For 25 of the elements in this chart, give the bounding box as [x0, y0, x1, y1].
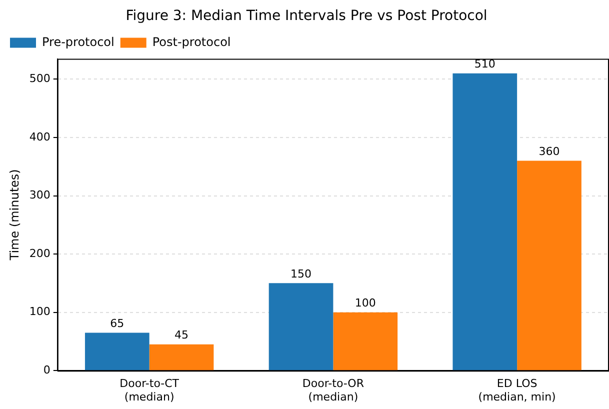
bar — [149, 344, 214, 370]
y-tick-label: 200 — [29, 246, 50, 260]
data-label: 360 — [538, 145, 560, 158]
y-tick-label: 300 — [29, 188, 50, 202]
bar — [84, 332, 150, 370]
bar — [452, 73, 518, 370]
legend-label: Post-protocol — [152, 34, 231, 49]
legend-label: Pre-protocol — [42, 34, 114, 49]
x-tick-label: ED LOS (median, min) — [478, 377, 556, 404]
data-label: 150 — [290, 268, 312, 281]
chart-title: Figure 3: Median Time Intervals Pre vs Post Protocol — [126, 8, 488, 24]
data-label: 100 — [354, 296, 376, 310]
data-label: 45 — [174, 328, 189, 342]
bar — [333, 312, 398, 370]
bar — [268, 283, 334, 370]
x-tick-label: Door-to-OR (median) — [302, 377, 364, 404]
y-tick-label: 400 — [29, 130, 50, 144]
bar — [517, 160, 582, 370]
y-tick-label: 500 — [29, 72, 50, 86]
y-axis-title: Time (minutes) — [7, 169, 22, 262]
data-label: 65 — [110, 317, 124, 330]
y-tick-label: 100 — [29, 305, 50, 318]
x-tick-label: Door-to-CT (median) — [120, 377, 180, 404]
y-tick-label: 0 — [43, 363, 50, 376]
data-label: 510 — [474, 58, 496, 71]
